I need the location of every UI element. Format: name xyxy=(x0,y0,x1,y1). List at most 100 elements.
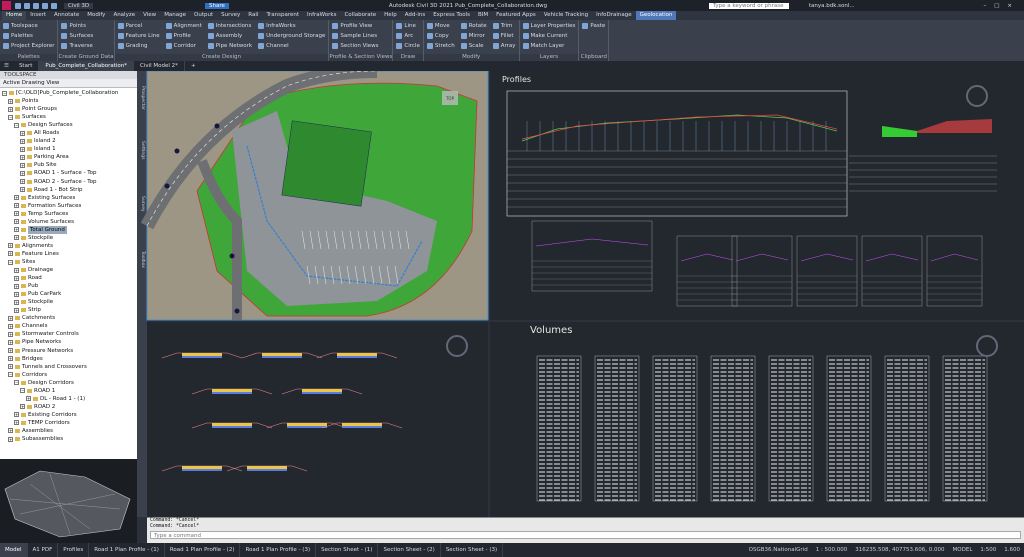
tree-node[interactable]: + Island 2 xyxy=(0,137,137,145)
ribbon-button[interactable]: Paste xyxy=(582,21,605,31)
ribbon-button[interactable]: Points xyxy=(61,21,110,31)
tree-node[interactable]: + Existing Surfaces xyxy=(0,194,137,202)
document-tab[interactable]: Civil Model 2* xyxy=(134,61,185,71)
layout-tab[interactable]: Section Sheet - (3) xyxy=(441,543,504,557)
expander[interactable]: + xyxy=(8,98,13,104)
tree-node[interactable]: − Design Surfaces xyxy=(0,121,137,129)
layout-tab[interactable]: Road 1 Plan Profile - (1) xyxy=(89,543,165,557)
status-item[interactable]: 1.600 xyxy=(1004,547,1020,553)
expander[interactable]: + xyxy=(20,138,25,144)
tree-node[interactable]: − ROAD 1 xyxy=(0,387,137,395)
ribbon-tab[interactable]: InfoDrainage xyxy=(596,12,632,18)
expander[interactable]: + xyxy=(8,356,13,362)
expander[interactable]: + xyxy=(14,219,19,225)
new-tab[interactable]: + xyxy=(190,63,196,69)
qa-undo[interactable] xyxy=(42,2,48,9)
expander[interactable]: + xyxy=(8,428,13,434)
tree-node[interactable]: + Existing Corridors xyxy=(0,411,137,419)
tree-node[interactable]: + Points xyxy=(0,97,137,105)
tree-node[interactable]: + Pub Site xyxy=(0,161,137,169)
expander[interactable]: + xyxy=(20,130,25,136)
ribbon-button[interactable]: Scale xyxy=(460,41,487,51)
ribbon-button[interactable]: Layer Properties xyxy=(522,21,575,31)
share-button[interactable]: Share xyxy=(205,2,229,9)
qa-redo[interactable] xyxy=(51,2,57,9)
ribbon-button[interactable]: Array xyxy=(492,41,516,51)
expander[interactable]: − xyxy=(20,388,25,394)
expander[interactable]: + xyxy=(14,412,19,418)
ribbon-button[interactable]: Copy xyxy=(426,31,455,41)
expander[interactable]: + xyxy=(8,436,13,442)
ribbon-tab[interactable]: Rail xyxy=(248,12,259,18)
expander[interactable]: + xyxy=(8,339,13,345)
expander[interactable]: + xyxy=(20,170,25,176)
ribbon-button[interactable]: InfraWorks xyxy=(258,21,325,31)
ribbon-button[interactable]: Mirror xyxy=(460,31,487,41)
tree-node[interactable]: + Road xyxy=(0,274,137,282)
expander[interactable]: − xyxy=(14,380,19,386)
expander[interactable]: + xyxy=(8,348,13,354)
tree-node[interactable]: + Tunnels and Crossovers xyxy=(0,363,137,371)
expander[interactable]: − xyxy=(14,122,19,128)
tree-node[interactable]: + All Roads xyxy=(0,129,137,137)
ribbon-tab[interactable]: Survey xyxy=(221,12,241,18)
expander[interactable]: + xyxy=(20,187,25,193)
ribbon-button[interactable]: Trim xyxy=(492,21,516,31)
panel-title[interactable]: Modify xyxy=(423,54,519,61)
expander[interactable]: + xyxy=(14,227,19,233)
ribbon-button[interactable]: Move xyxy=(426,21,455,31)
ribbon-tab[interactable]: Home xyxy=(2,11,27,20)
status-item[interactable]: OSGB36.NationalGrid xyxy=(748,547,808,553)
ribbon-tab[interactable]: Output xyxy=(194,12,214,18)
ribbon-button[interactable]: Intersections xyxy=(207,21,252,31)
tree-node[interactable]: + Total Ground xyxy=(0,225,137,234)
expander[interactable]: + xyxy=(14,203,19,209)
expander[interactable]: + xyxy=(20,162,25,168)
qa-save[interactable] xyxy=(33,2,39,9)
tree-node[interactable]: + Strip xyxy=(0,306,137,314)
tree-node[interactable]: + Stormwater Controls xyxy=(0,330,137,338)
tree-node[interactable]: + Feature Lines xyxy=(0,250,137,258)
tree-node[interactable]: + Drainage xyxy=(0,266,137,274)
expander[interactable]: + xyxy=(14,275,19,281)
tree-node[interactable]: − Surfaces xyxy=(0,113,137,121)
ribbon-button[interactable]: Rotate xyxy=(460,21,487,31)
expander[interactable]: + xyxy=(14,195,19,201)
tree-node[interactable]: + ROAD 2 xyxy=(0,403,137,411)
layout-tab[interactable]: Profiles xyxy=(58,543,90,557)
status-item[interactable]: MODEL xyxy=(952,547,973,553)
ribbon-tab[interactable]: Modify xyxy=(87,12,106,18)
view-selector[interactable]: Active Drawing View xyxy=(0,79,137,88)
tree-node[interactable]: + Catchments xyxy=(0,314,137,322)
expander[interactable]: − xyxy=(8,114,13,120)
ribbon-button[interactable]: Stretch xyxy=(426,41,455,51)
ribbon-button[interactable]: Alignment xyxy=(165,21,202,31)
tree-node[interactable]: + Point Groups xyxy=(0,105,137,113)
expander[interactable]: + xyxy=(8,364,13,370)
ribbon-button[interactable]: Profile xyxy=(165,31,202,41)
expander[interactable]: + xyxy=(14,211,19,217)
tree-node[interactable]: − Design Corridors xyxy=(0,379,137,387)
ribbon-button[interactable]: Sample Lines xyxy=(332,31,389,41)
ribbon-tab[interactable]: Add-ins xyxy=(404,12,426,18)
tree-node[interactable]: + TEMP Corridors xyxy=(0,419,137,427)
expander[interactable]: + xyxy=(8,243,13,249)
panel-title[interactable]: Profile & Section Views xyxy=(329,54,393,61)
ribbon-tab[interactable]: Manage xyxy=(164,12,187,18)
expander[interactable]: + xyxy=(8,323,13,329)
ribbon-button[interactable]: Channel xyxy=(258,41,325,51)
tree-node[interactable]: + Temp Surfaces xyxy=(0,210,137,218)
ribbon-button[interactable]: Feature Line xyxy=(117,31,160,41)
qa-open[interactable] xyxy=(24,2,30,9)
layout-tab[interactable]: Section Sheet - (1) xyxy=(316,543,379,557)
app-icon[interactable] xyxy=(2,1,11,10)
expander[interactable]: + xyxy=(20,179,25,185)
panel-title[interactable]: Layers xyxy=(519,54,579,61)
ribbon-button[interactable]: Parcel xyxy=(117,21,160,31)
ribbon-tab[interactable]: Transparent xyxy=(266,12,299,18)
ribbon-tab[interactable]: Insert xyxy=(30,12,47,18)
window-controls[interactable]: –□× xyxy=(983,2,1020,9)
ribbon-tab[interactable]: Vehicle Tracking xyxy=(543,12,589,18)
ribbon-tab[interactable]: Help xyxy=(384,12,397,18)
expander[interactable]: + xyxy=(20,404,25,410)
